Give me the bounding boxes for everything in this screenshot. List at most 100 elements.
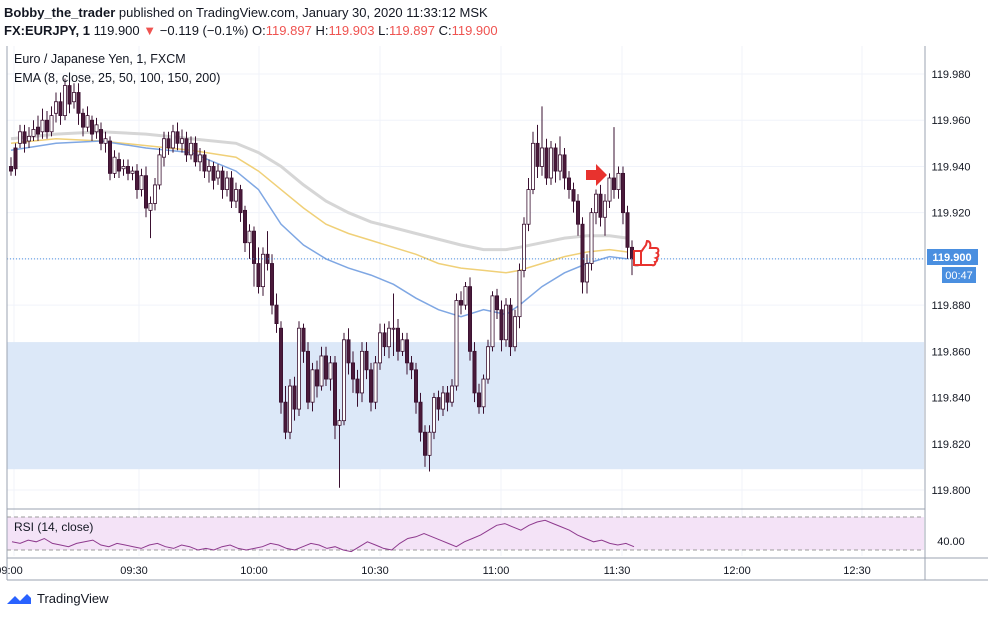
- candle: [26, 127, 31, 148]
- candle-body: [99, 129, 104, 144]
- candle-body: [422, 431, 427, 456]
- candle: [427, 425, 432, 472]
- x-tick-label: 11:00: [483, 565, 510, 577]
- candle-body: [175, 131, 180, 144]
- candle-body: [580, 223, 585, 283]
- y-tick-label: 119.840: [932, 393, 971, 405]
- candle-body: [211, 166, 216, 181]
- candle-body: [526, 189, 531, 225]
- candle: [531, 131, 536, 195]
- candle-body: [490, 295, 495, 348]
- candle-body: [549, 147, 554, 179]
- candle-body: [256, 263, 261, 288]
- candle: [377, 323, 382, 370]
- candle: [242, 205, 247, 252]
- candle: [400, 332, 405, 356]
- candle-body: [427, 431, 432, 456]
- candle: [413, 362, 418, 414]
- candle-body: [13, 147, 18, 170]
- candle-body: [355, 378, 360, 394]
- candle-body: [494, 295, 499, 311]
- candle-body: [26, 135, 31, 142]
- candle: [193, 136, 198, 167]
- candle-body: [391, 327, 396, 330]
- candle: [310, 362, 315, 412]
- candle-body: [143, 175, 148, 209]
- candle-body: [103, 138, 108, 144]
- candle: [85, 106, 90, 132]
- candle: [305, 342, 310, 410]
- candle: [175, 122, 180, 151]
- candle: [359, 342, 364, 403]
- candle-body: [85, 115, 90, 128]
- candle: [544, 138, 549, 185]
- candle-body: [603, 200, 608, 218]
- candle-body: [238, 189, 243, 214]
- candle-body: [571, 189, 576, 202]
- y-tick-label: 119.960: [932, 115, 971, 127]
- last-price: 119.900: [93, 23, 140, 38]
- ema_blue-line: [10, 140, 628, 318]
- candle: [224, 171, 229, 197]
- publish-info: Bobby_the_trader published on TradingVie…: [4, 5, 488, 20]
- candle: [143, 166, 148, 218]
- candle-body: [152, 184, 157, 204]
- candle-body: [576, 200, 581, 225]
- candle: [238, 184, 243, 222]
- candle-body: [117, 159, 122, 172]
- candle: [355, 369, 360, 407]
- candle: [499, 300, 504, 352]
- candle: [54, 92, 59, 123]
- candle-body: [134, 170, 139, 190]
- candle: [567, 171, 572, 199]
- candle-body: [404, 339, 409, 364]
- candle-body: [184, 138, 189, 156]
- candle: [621, 166, 626, 225]
- candle-body: [553, 147, 558, 172]
- candle-body: [179, 138, 184, 144]
- candle: [332, 355, 337, 440]
- candle: [535, 124, 540, 178]
- candle: [364, 342, 369, 380]
- candle: [99, 122, 104, 151]
- author-name[interactable]: Bobby_the_trader: [4, 5, 116, 20]
- candle: [341, 332, 346, 426]
- candle-body: [31, 129, 36, 137]
- candle-body: [224, 177, 229, 190]
- candle: [220, 166, 225, 199]
- candle: [161, 131, 166, 167]
- candle-body: [395, 327, 400, 352]
- candle: [418, 392, 423, 442]
- x-tick-label: 11:30: [604, 565, 631, 577]
- x-tick-label: 12:00: [723, 565, 751, 577]
- candle-body: [508, 304, 513, 348]
- candle-body: [202, 154, 207, 172]
- thumb-hand: [640, 239, 660, 267]
- candle: [63, 78, 68, 121]
- candle-body: [251, 230, 256, 264]
- candle: [170, 124, 175, 153]
- y-tick-label: 119.860: [932, 346, 971, 358]
- candle-body: [67, 85, 72, 105]
- tradingview-brand[interactable]: TradingView: [6, 591, 109, 606]
- candle: [467, 277, 472, 361]
- y-tick-label: 119.940: [932, 161, 971, 173]
- countdown-badge: [942, 267, 976, 283]
- candle-body: [625, 212, 630, 248]
- candle-body: [310, 369, 315, 403]
- candle: [431, 392, 436, 440]
- candle: [328, 355, 333, 391]
- candle: [449, 379, 454, 407]
- candle-body: [63, 85, 68, 117]
- candle-body: [476, 392, 481, 408]
- candle-body: [377, 332, 382, 364]
- candle-body: [436, 397, 441, 410]
- candle-body: [368, 369, 373, 403]
- candle-body: [531, 142, 536, 190]
- candle-body: [540, 147, 545, 167]
- high-value: 119.903: [328, 23, 375, 38]
- candle: [616, 166, 621, 199]
- candle: [72, 83, 77, 109]
- candle-body: [287, 385, 292, 433]
